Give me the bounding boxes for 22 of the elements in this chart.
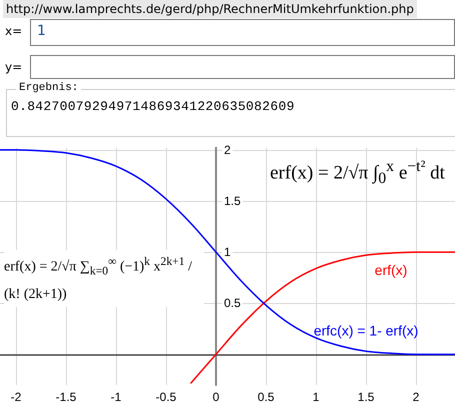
- text: Ergebnis:: [16, 82, 82, 94]
- text: http://www.lamprechts.de/gerd/php/RechnerMitUmkehrfunktion.php: [3, 0, 417, 18]
- text: x=: [5, 24, 22, 38]
- x-tick-label: 2: [412, 390, 420, 403]
- text: 0.842700792949714869341220635082609: [11, 99, 295, 114]
- series-label: erfc(x) = 1- erf(x): [314, 322, 418, 338]
- x-tick-label: -0.5: [156, 390, 177, 403]
- y-tick-label: 0.5: [224, 296, 242, 310]
- annotation: erf(x) = 2/√π ∫$_{0}$$^{x}$ e$^{−t²}$ dt: [270, 158, 445, 188]
- y-tick-label: 2: [224, 142, 231, 157]
- x-tick-label: 1.5: [358, 390, 375, 403]
- y-tick-label: 1: [224, 245, 231, 260]
- series-label: erf(x): [374, 262, 408, 278]
- text: y=: [5, 60, 22, 74]
- x-tick-label: 1: [312, 390, 320, 403]
- x-tick-label: 0: [212, 390, 220, 403]
- y-tick-label: 1.5: [224, 194, 242, 208]
- x-tick-label: 0.5: [258, 390, 275, 403]
- text: erf(x) = 2/√π ∑$_{k=0}$$^{∞}$ (−1)$^{k}$ x$^{2k+1}$ / (k! (2k+1)): [4, 255, 192, 302]
- x-tick-label: -1: [110, 390, 122, 403]
- x-tick-label: -1.5: [56, 390, 77, 403]
- x-tick-label: -2: [10, 390, 22, 403]
